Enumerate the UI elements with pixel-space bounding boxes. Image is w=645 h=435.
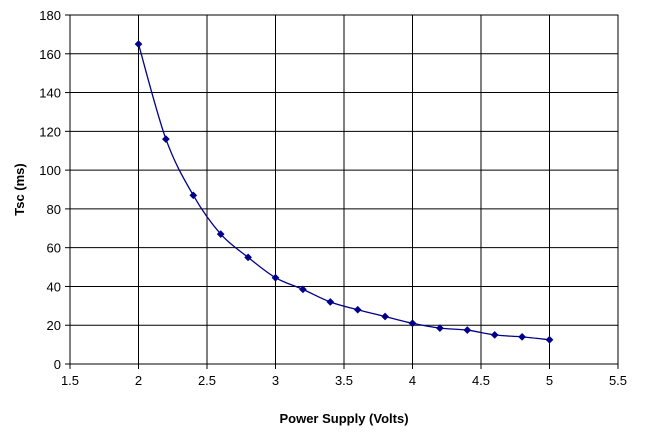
- series-line: [137, 43, 550, 341]
- x-tick-label: 5.5: [609, 373, 627, 388]
- y-tick-label: 20: [47, 318, 61, 333]
- x-tick-label: 2.5: [198, 373, 216, 388]
- data-point: [326, 298, 335, 306]
- series-layer: [134, 40, 554, 344]
- y-tick-labels: 0 20 40 60 80 100 120 140 160 180: [39, 8, 70, 372]
- data-point: [271, 273, 280, 282]
- y-tick-label: 40: [47, 279, 61, 294]
- y-axis-title: Tsc (ms): [12, 163, 27, 216]
- grid: [69, 14, 619, 365]
- data-point: [490, 330, 499, 339]
- data-point: [244, 253, 253, 262]
- y-tick-label: 160: [39, 47, 61, 62]
- data-point: [518, 332, 527, 341]
- data-point: [216, 230, 225, 239]
- data-point: [161, 135, 170, 144]
- y-tick-label: 140: [39, 86, 61, 101]
- x-tick-label: 4: [409, 373, 416, 388]
- y-tick-label: 0: [54, 357, 61, 372]
- data-point: [381, 312, 390, 321]
- x-axis-title: Power Supply (Volts): [279, 411, 408, 426]
- x-tick-labels: 1.5 2 2.5 3 3.5 4 4.5 5 5.5: [61, 364, 627, 388]
- x-tick-label: 2: [135, 373, 142, 388]
- data-point: [298, 285, 307, 294]
- x-tick-label: 3: [272, 373, 279, 388]
- x-tick-label: 1.5: [61, 373, 79, 388]
- y-tick-label: 120: [39, 124, 61, 139]
- data-point: [189, 191, 198, 200]
- data-point: [545, 335, 554, 344]
- y-tick-label: 60: [47, 241, 61, 256]
- data-point: [353, 305, 362, 314]
- data-point: [435, 324, 444, 333]
- x-tick-label: 4.5: [472, 373, 490, 388]
- y-tick-label: 100: [39, 163, 61, 178]
- data-point: [134, 40, 143, 49]
- x-tick-label: 3.5: [335, 373, 353, 388]
- x-tick-label: 5: [546, 373, 553, 388]
- y-tick-label: 80: [47, 202, 61, 217]
- data-point: [408, 319, 417, 328]
- y-tick-label: 180: [39, 8, 61, 23]
- data-point: [463, 326, 472, 335]
